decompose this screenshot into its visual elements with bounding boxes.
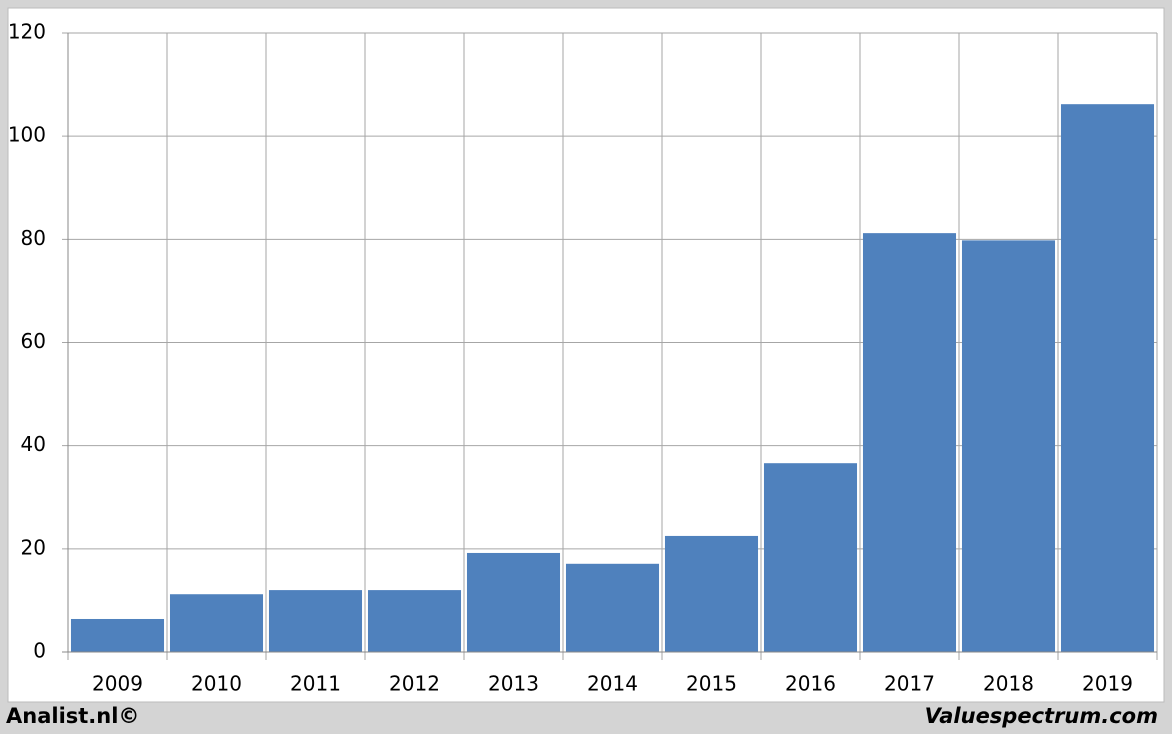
bar xyxy=(367,590,462,652)
x-tick-label: 2015 xyxy=(686,672,737,696)
y-tick-label: 80 xyxy=(21,226,46,250)
y-tick-label: 40 xyxy=(21,432,46,456)
x-tick-label: 2011 xyxy=(290,672,341,696)
x-tick-label: 2010 xyxy=(191,672,242,696)
x-tick-label: 2013 xyxy=(488,672,539,696)
bar xyxy=(664,535,759,652)
x-tick-label: 2018 xyxy=(983,672,1034,696)
y-tick-label: 20 xyxy=(21,535,46,559)
y-tick-label: 60 xyxy=(21,329,46,353)
bar xyxy=(169,594,264,652)
bar xyxy=(763,463,858,652)
x-tick-label: 2014 xyxy=(587,672,638,696)
bar xyxy=(862,233,957,653)
bar xyxy=(70,618,165,652)
x-tick-label: 2019 xyxy=(1082,672,1133,696)
x-tick-label: 2016 xyxy=(785,672,836,696)
x-tick-label: 2009 xyxy=(92,672,143,696)
footer-right: Valuespectrum.com xyxy=(925,704,1158,728)
y-tick-label: 0 xyxy=(33,639,46,663)
footer-left: Analist.nl© xyxy=(6,704,139,728)
y-tick-label: 120 xyxy=(8,20,46,44)
bar xyxy=(268,590,363,652)
bar xyxy=(466,552,561,652)
y-tick-label: 100 xyxy=(8,123,46,147)
bar xyxy=(565,563,660,652)
bar xyxy=(1060,104,1155,652)
x-tick-label: 2017 xyxy=(884,672,935,696)
x-tick-label: 2012 xyxy=(389,672,440,696)
bar xyxy=(961,240,1056,653)
